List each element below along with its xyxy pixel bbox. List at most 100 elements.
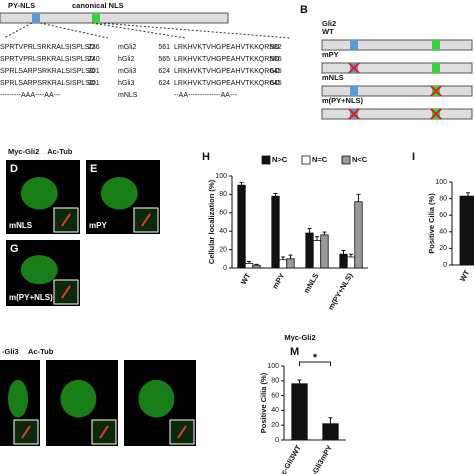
x-tick-label: m(PY+NLS) [326,271,355,311]
error-bar [322,231,327,235]
construct-bar [321,85,473,97]
y-tick-label: 40 [219,228,227,235]
legend-label: N<C [352,155,368,164]
y-tick-label: 60 [439,212,447,219]
y-tick-label: 40 [271,407,279,414]
construct-label: WT [322,27,334,36]
mutation-x [430,108,442,120]
sequence-text: mGli3 [118,68,136,75]
image-label: mPY [89,221,107,230]
legend-label: N>C [272,155,288,164]
bar [459,195,474,266]
sequence-text: 240 [88,56,100,63]
y-tick-label: 40 [439,229,447,236]
y-tick-label: 20 [439,245,447,252]
bar [312,239,322,269]
error-bar [466,192,470,197]
sequence-text: 301 [88,80,100,87]
legend-swatch [301,155,311,165]
sequence-text: 586 [270,56,282,63]
py-box [350,40,358,50]
y-tick-label: 20 [271,422,279,429]
x-tick-label: Myc-Gli3WT [274,443,303,474]
y-tick-label: 0 [275,437,279,444]
sequence-text: LRKHVKTVHGPEAHVTKKQRGD [174,80,280,87]
error-bar [328,417,333,424]
panel-letter: G [10,243,19,255]
error-bar [297,379,302,384]
zoom-line [39,22,109,39]
sequence-text: SPRTVPRLSRKRALSISPLSD [0,56,94,63]
panel-letter: M [290,346,299,358]
panel-letter: B [300,4,308,16]
error-bar [288,254,293,259]
zoom-line [99,22,291,39]
panel-letter: H [202,151,210,163]
stain-label: Myc-Gli2 [8,147,39,156]
construct-label: mNLS [322,73,344,82]
y-tick-label: 80 [271,378,279,385]
cell-signal [8,379,28,418]
bar [322,423,339,441]
x-tick-label: WT [458,268,472,283]
panel-title: Gli2 [322,19,336,28]
bar [278,259,288,269]
inset [169,419,195,445]
y-tick-label: 0 [443,262,447,269]
bar [354,201,363,269]
x-axis-label: Myc-Gli2 [284,333,315,342]
bar [286,258,295,269]
nls-box [92,13,100,23]
zoom-line [3,22,33,39]
cilium [21,425,31,439]
bar [339,253,348,269]
sequence-text: LRKHVKTVHGPEAHVTKKQRGD [174,68,280,75]
error-bar [247,261,251,264]
bar [244,262,254,269]
image-label: m(PY+NLS) [9,293,53,302]
sequence-text: SPRLSARPSRKRALSISPLSD [0,68,95,75]
y-tick-label: 100 [215,173,227,180]
mutant-text: --AA--------------AA--- [174,92,238,99]
error-bar [254,263,259,266]
panel-letter: E [90,163,97,175]
sequence-text: 645 [270,68,282,75]
sequence-text: mGli2 [118,44,136,51]
y-tick-label: 60 [219,210,227,217]
cell-signal [20,255,58,285]
cilium [99,425,109,439]
mutant-text: ---------AAA----AA--- [0,92,61,99]
significance-star: * [313,352,318,364]
nls-box [432,40,440,50]
sequence-text: 301 [88,68,100,75]
construct-label: m(PY+NLS) [322,96,364,105]
construct-bar [321,62,473,74]
sequence-text: hGli2 [118,56,134,63]
y-tick-label: 80 [439,195,447,202]
sequence-text: 645 [270,80,282,87]
construct-bar [321,108,473,120]
legend-swatch [341,155,351,165]
nls-box [432,63,440,73]
y-tick-label: 60 [271,392,279,399]
y-tick-label: 100 [435,179,447,186]
sequence-text: 236 [88,44,100,51]
legend-label: N=C [312,155,328,164]
stain-label: Ac-Tub [47,147,73,156]
construct-bar [321,39,473,51]
bar [346,256,356,269]
mutation-x [348,62,360,74]
cilium [141,213,151,227]
y-tick-label: 0 [223,265,227,272]
domain-label: PY-NLS [8,1,35,10]
sequence-text: 624 [158,68,170,75]
mutant-text: mNLS [118,92,138,99]
sequence-text: LRKHVKTVHGPEAHVTKKQRND [174,56,279,63]
error-bar [349,253,353,257]
error-bar [315,236,319,241]
sequence-text: 582 [270,44,282,51]
protein-bar [0,12,229,24]
significance-bracket [299,361,331,366]
cell-signal [60,379,97,418]
error-bar [307,227,312,234]
